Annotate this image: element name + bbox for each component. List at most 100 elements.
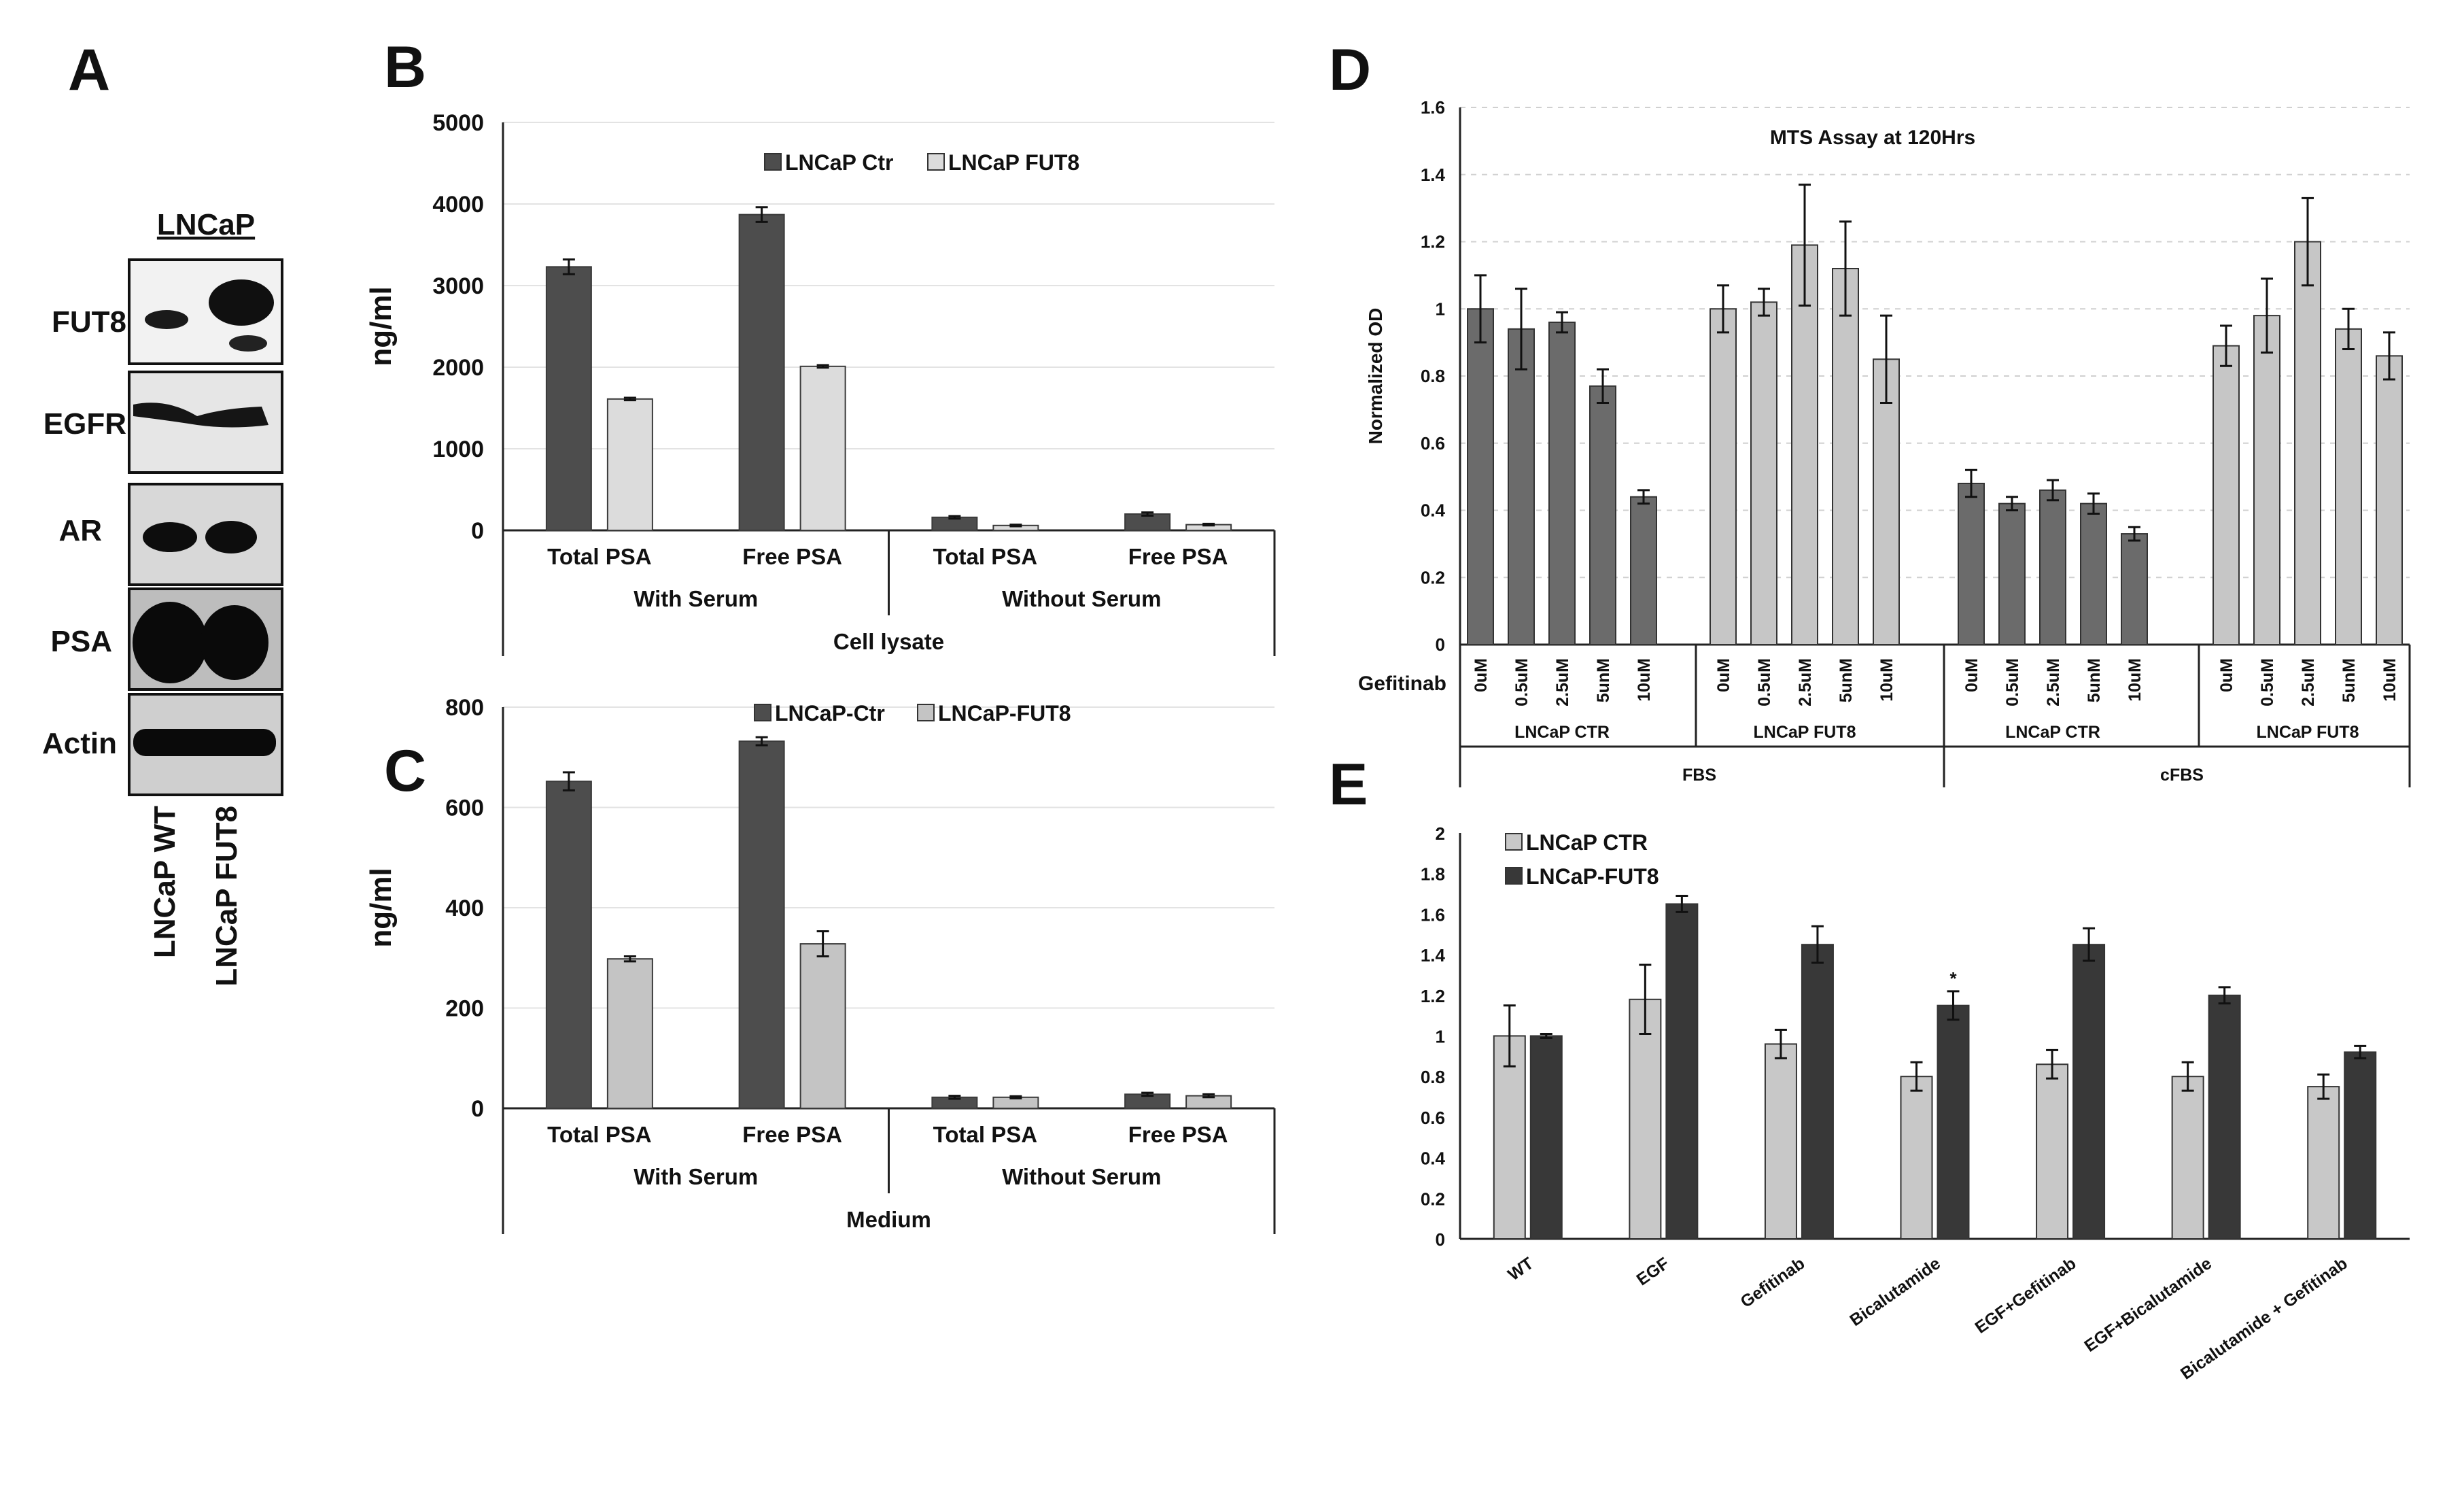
category-label: EGF+Gefitinab — [1972, 1254, 2080, 1337]
bar-d — [1710, 308, 1737, 645]
bar-d — [2253, 315, 2280, 645]
bar-e — [2208, 994, 2241, 1240]
dose-label: 10uM — [1635, 658, 1654, 702]
blot-header: LNCaP — [157, 208, 255, 241]
band-psa-wt — [133, 602, 207, 683]
bar-e — [1493, 1035, 1526, 1240]
bar-lncap-fut8-0 — [606, 398, 653, 531]
legend-swatch — [764, 153, 782, 171]
category-label: Total PSA — [933, 1122, 1037, 1147]
category-label: Total PSA — [547, 544, 651, 569]
x-axis-title: Medium — [846, 1207, 931, 1232]
chart-b: 0 1000 2000 3000 4000 5000 Total PSA Free PSA To… — [364, 110, 1276, 656]
y-tick-label: 200 — [445, 996, 484, 1022]
bar-d — [2121, 533, 2148, 645]
bar-e — [2307, 1086, 2340, 1240]
legend-label: LNCaP Ctr — [785, 150, 893, 175]
legend-swatch — [754, 704, 771, 721]
y-tick-label: 2000 — [432, 355, 484, 381]
significance-marker: * — [1949, 968, 1957, 989]
blot-lane-wt: LNCaP WT — [148, 806, 181, 958]
group-label: With Serum — [634, 586, 758, 611]
group-label: LNCaP CTR — [1514, 723, 1610, 742]
blot-bands — [128, 258, 283, 796]
bar-d — [1589, 385, 1616, 645]
dose-label: 2.5uM — [1796, 658, 1815, 706]
serum-label: cFBS — [2160, 766, 2204, 785]
category-label: Free PSA — [742, 544, 842, 569]
dose-label: 10uM — [2380, 658, 2399, 702]
dose-label: 0uM — [1472, 658, 1491, 692]
bar-d — [2080, 502, 2107, 645]
bar-e — [1801, 944, 1834, 1240]
dose-label: 10uM — [2125, 658, 2145, 702]
y-tick-label: 1.4 — [1421, 165, 1446, 185]
category-label: EGF+Bicalutamide — [2081, 1254, 2215, 1356]
blot-label-egfr: EGFR — [44, 407, 126, 441]
serum-label: FBS — [1682, 766, 1716, 785]
dose-label: 2.5uM — [2299, 658, 2318, 706]
y-tick-label: 0.2 — [1421, 1189, 1445, 1209]
band-fut8-oe — [209, 279, 274, 326]
y-tick-label: 4000 — [432, 192, 484, 218]
category-label: Free PSA — [742, 1122, 842, 1147]
category-label: Gefitinab — [1737, 1254, 1809, 1312]
chart-c: 0 200 400 600 800 Total PSA Free PSA Total PSA F… — [364, 695, 1276, 1234]
y-tick-label: 1000 — [432, 437, 484, 462]
category-label: EGF — [1633, 1254, 1673, 1289]
bar-d — [2213, 345, 2240, 645]
band-ar-oe — [205, 521, 257, 553]
category-label: Total PSA — [547, 1122, 651, 1147]
group-label: LNCaP FUT8 — [2257, 723, 2359, 742]
bar-d — [1832, 268, 1859, 645]
bar-e — [2344, 1051, 2377, 1240]
bar-e — [1937, 1004, 1970, 1240]
y-tick-label: 1 — [1436, 1027, 1445, 1047]
bar-e — [1629, 998, 1662, 1240]
y-tick-label: 1.8 — [1421, 864, 1445, 885]
blot-label-psa: PSA — [51, 625, 112, 658]
dose-label: 0.5uM — [2258, 658, 2277, 706]
y-tick-label: 0.4 — [1421, 500, 1446, 521]
band-egfr — [133, 403, 268, 428]
bar-d — [1998, 502, 2026, 645]
x-axis-title: Cell lysate — [833, 629, 944, 654]
legend-swatch — [917, 704, 935, 721]
bar-lncap-ctr-1 — [738, 740, 785, 1109]
bar-e — [2036, 1063, 2069, 1240]
y-tick-label: 1.4 — [1421, 945, 1446, 966]
bar-lncap-fut8-1 — [799, 365, 846, 531]
dose-label: 0uM — [1962, 658, 1981, 692]
category-label: Bicalutamide — [1846, 1254, 1944, 1330]
y-axis-title: ng/ml — [364, 286, 398, 366]
chart-d: 0 0.2 0.4 0.6 0.8 1 1.2 1.4 1.6 MTS Assay at 120H… — [1358, 97, 2411, 787]
y-tick-label: 0 — [471, 1096, 484, 1122]
bar-lncap-ctr-0 — [545, 781, 592, 1110]
blot-label-actin: Actin — [42, 727, 117, 760]
bar-lncap-ctr-1 — [738, 214, 785, 531]
dose-label: 5unM — [2340, 658, 2359, 702]
y-tick-label: 0 — [1436, 634, 1445, 655]
bar-d — [1467, 308, 1494, 645]
row-label: Gefitinab — [1358, 672, 1446, 695]
bar-d — [1873, 358, 1900, 645]
panel-letter-b: B — [384, 35, 426, 100]
dose-label: 0uM — [2217, 658, 2236, 692]
bar-d — [1548, 322, 1576, 645]
y-tick-label: 1.6 — [1421, 97, 1445, 118]
legend-label: LNCaP CTR — [1526, 830, 1648, 855]
y-tick-label: 0.4 — [1421, 1148, 1446, 1169]
legend-swatch — [1505, 867, 1523, 885]
bar-d — [2376, 355, 2403, 645]
bar-e — [1764, 1043, 1797, 1240]
panel-letter-c: C — [384, 738, 426, 804]
group-label: With Serum — [634, 1164, 758, 1189]
bar-d — [1958, 483, 1985, 645]
bar-d — [1508, 328, 1535, 645]
group-label: LNCaP FUT8 — [1754, 723, 1856, 742]
blot-band-labels: FUT8 EGFR AR PSA Actin — [42, 305, 126, 760]
bar-lncap-fut8-1 — [799, 943, 846, 1109]
chart-title: MTS Assay at 120Hrs — [1770, 126, 1975, 149]
y-tick-label: 5000 — [432, 110, 484, 136]
bar-e — [2171, 1076, 2204, 1240]
